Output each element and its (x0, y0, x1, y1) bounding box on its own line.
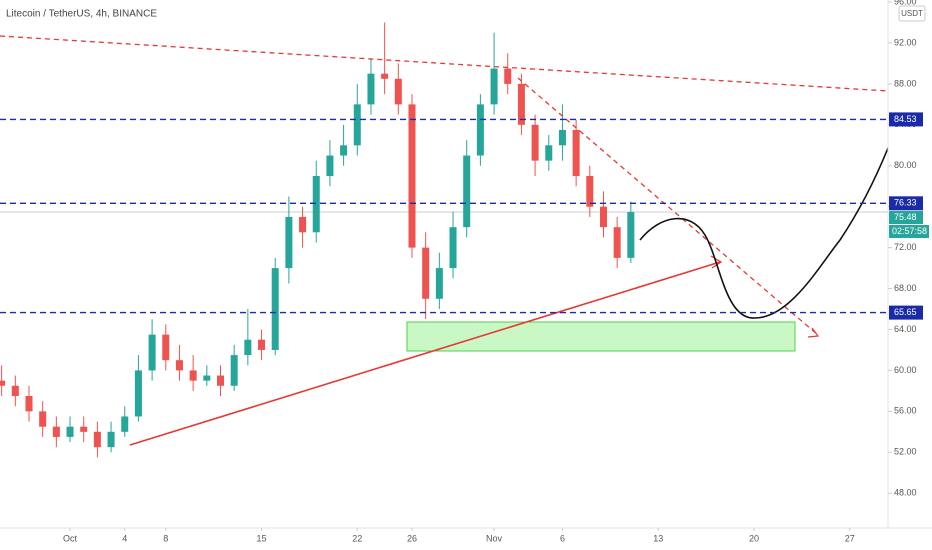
candle-body (599, 206, 607, 228)
support-trendline (129, 261, 721, 446)
candle-body (558, 129, 566, 146)
candle-body (326, 155, 334, 176)
candle-body (175, 360, 183, 371)
candle-body (25, 396, 33, 412)
x-tick-label: 13 (653, 533, 663, 543)
candle-body (394, 78, 402, 105)
candle-body (285, 216, 293, 269)
candle-body (39, 411, 47, 427)
y-tick-label: 68.00 (894, 283, 917, 293)
price-label-box (889, 211, 923, 225)
y-tick-label: 80.00 (894, 160, 917, 170)
y-tick-label: 88.00 (894, 78, 917, 88)
x-tick-label: 26 (407, 533, 417, 543)
y-tick-label: 96.00 (894, 0, 917, 6)
candle-body (367, 73, 375, 105)
candle-body (572, 129, 580, 176)
level-label-box (889, 112, 923, 127)
level-label: 76.33 (894, 198, 917, 208)
x-tick-label: 8 (163, 533, 168, 543)
candle-body (66, 426, 74, 437)
y-tick-label: 48.00 (894, 488, 917, 498)
x-tick-label: Oct (63, 533, 78, 543)
demand-zone (406, 321, 796, 352)
y-tick-label: 64.00 (894, 324, 917, 334)
candle-body (435, 268, 443, 299)
countdown-label: 02:57:58 (892, 226, 927, 236)
chart-title: Litecoin / TetherUS, 4h, BINANCE (6, 9, 157, 20)
candle-body (531, 124, 539, 161)
candle-body (422, 247, 430, 299)
candle-body (134, 370, 142, 417)
down-trendline (517, 77, 819, 336)
level-label: 65.65 (894, 307, 917, 317)
candle-body (189, 370, 197, 381)
candle-body (463, 155, 471, 228)
candle-body (449, 227, 457, 269)
candle-body (107, 431, 115, 448)
candle-body (476, 104, 484, 156)
candle-body (408, 104, 416, 248)
y-tick-label: 60.00 (894, 365, 917, 375)
candle-body (627, 212, 635, 258)
y-tick-label: 56.00 (894, 406, 917, 416)
candle-body (381, 73, 389, 79)
y-tick-label: 72.00 (894, 242, 917, 252)
candle-body (230, 355, 238, 386)
candle-body (613, 227, 621, 258)
candle-body (244, 339, 252, 356)
x-tick-label: Nov (486, 533, 503, 543)
last-price-label: 75.48 (894, 212, 917, 222)
x-tick-label: 27 (845, 533, 855, 543)
y-tick-label: 52.00 (894, 447, 917, 457)
level-label: 84.53 (894, 114, 917, 124)
countdown-box (889, 225, 929, 239)
candle-body (490, 68, 498, 105)
candle-body (504, 68, 512, 84)
candle-body (148, 334, 156, 371)
x-tick-label: 22 (352, 533, 362, 543)
candle-body (340, 145, 348, 156)
candle-body (0, 380, 6, 386)
x-tick-label: 4 (122, 533, 127, 543)
candle-body (93, 431, 101, 448)
x-tick-label: 15 (257, 533, 267, 543)
candle-body (11, 385, 19, 396)
x-tick-label: 20 (749, 533, 759, 543)
level-label-box (889, 196, 923, 211)
currency-box[interactable] (898, 5, 926, 22)
level-label-box (889, 305, 923, 320)
y-tick-label: 92.00 (894, 37, 917, 47)
candle-body (203, 375, 211, 381)
candle-body (121, 416, 129, 432)
candle-body (545, 145, 553, 161)
candle-body (52, 426, 60, 437)
candle-body (80, 426, 88, 432)
x-tick-label: 6 (560, 533, 565, 543)
candle-body (353, 104, 361, 146)
candle-body (517, 83, 525, 125)
candle-body (312, 176, 320, 233)
candle-body (162, 334, 170, 361)
candle-body (271, 268, 279, 350)
candle-body (586, 176, 594, 207)
resistance-trendline (0, 35, 889, 92)
candle-body (299, 216, 307, 233)
arrow-head (807, 327, 820, 338)
candle-body (258, 339, 266, 350)
projection-path (639, 147, 889, 319)
candle-body (216, 375, 224, 386)
currency-label[interactable]: USDT (901, 9, 923, 18)
